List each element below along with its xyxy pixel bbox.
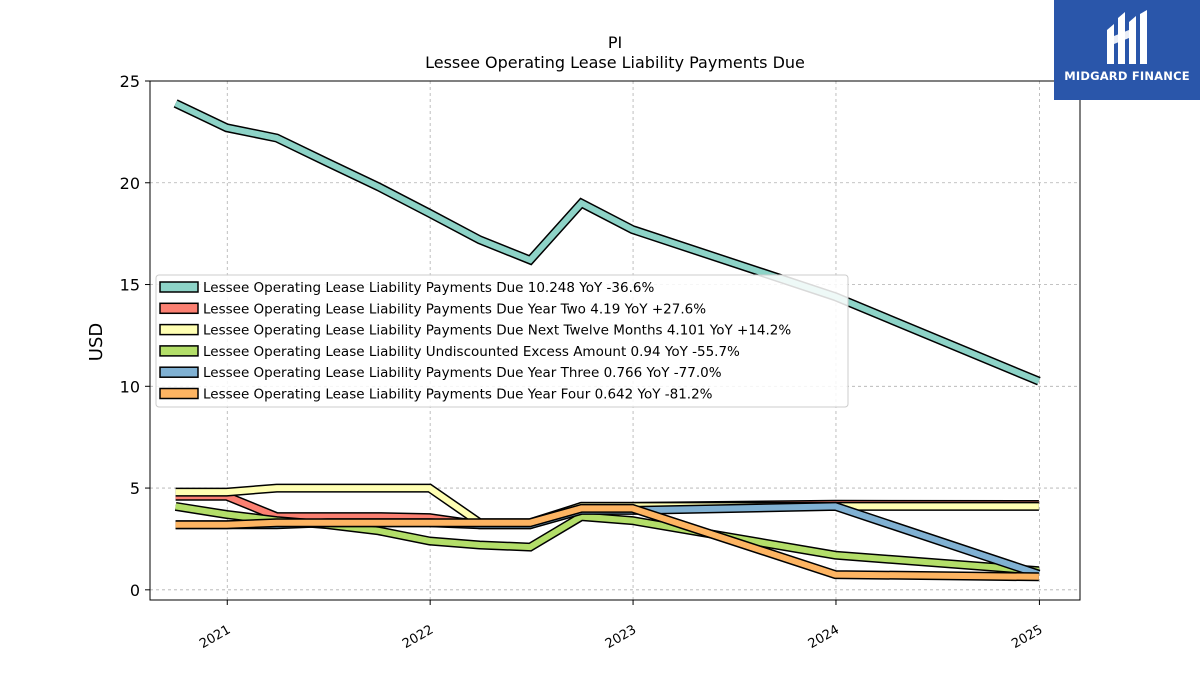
legend-item: Lessee Operating Lease Liability Undisco… [159, 344, 740, 360]
legend-item: Lessee Operating Lease Liability Payment… [159, 280, 654, 296]
legend-label: Lessee Operating Lease Liability Payment… [203, 387, 713, 403]
series-lines [173, 99, 1041, 582]
legend-swatch [159, 345, 199, 357]
x-tick-label: 2023 [603, 622, 639, 652]
y-axis-label: USD [86, 323, 107, 361]
legend-item: Lessee Operating Lease Liability Payment… [159, 301, 706, 317]
y-tick-label: 0 [130, 581, 140, 600]
brand-logo: MIDGARD FINANCE [1054, 0, 1200, 100]
legend-swatch [159, 323, 199, 336]
chart-subtitle: Lessee Operating Lease Liability Payment… [425, 53, 805, 72]
series-line-6 [175, 503, 1039, 582]
legend-swatch [159, 366, 199, 378]
brand-name: MIDGARD FINANCE [1064, 69, 1190, 83]
legend-label: Lessee Operating Lease Liability Payment… [203, 365, 722, 381]
x-tick-label: 2024 [806, 622, 842, 652]
legend-item: Lessee Operating Lease Liability Payment… [159, 387, 713, 403]
y-tick-label: 10 [120, 377, 140, 396]
legend-box [155, 274, 849, 408]
x-tick-label: 2021 [197, 622, 233, 652]
plot-frame [149, 80, 1081, 601]
y-tick-label: 15 [120, 276, 140, 295]
legend-label: Lessee Operating Lease Liability Payment… [203, 280, 654, 296]
series-line-1 [173, 99, 1041, 386]
x-tick-label: 2025 [1009, 622, 1045, 652]
x-tick-label: 2022 [400, 622, 436, 652]
legend-swatch [159, 302, 199, 315]
y-tick-label: 25 [120, 72, 140, 91]
legend-swatch [159, 281, 199, 293]
y-tick-label: 20 [120, 174, 140, 193]
legend-label: Lessee Operating Lease Liability Undisco… [203, 344, 740, 360]
legend-label: Lessee Operating Lease Liability Payment… [203, 301, 706, 317]
legend-swatch [159, 387, 199, 400]
brand-mark-icon [1107, 10, 1147, 64]
legend-item: Lessee Operating Lease Liability Payment… [159, 365, 722, 381]
y-tick-label: 5 [130, 479, 140, 498]
chart-title: PI [608, 33, 622, 52]
legend-item: Lessee Operating Lease Liability Payment… [159, 323, 791, 339]
legend: Lessee Operating Lease Liability Payment… [155, 274, 849, 408]
legend-label: Lessee Operating Lease Liability Payment… [203, 323, 791, 339]
